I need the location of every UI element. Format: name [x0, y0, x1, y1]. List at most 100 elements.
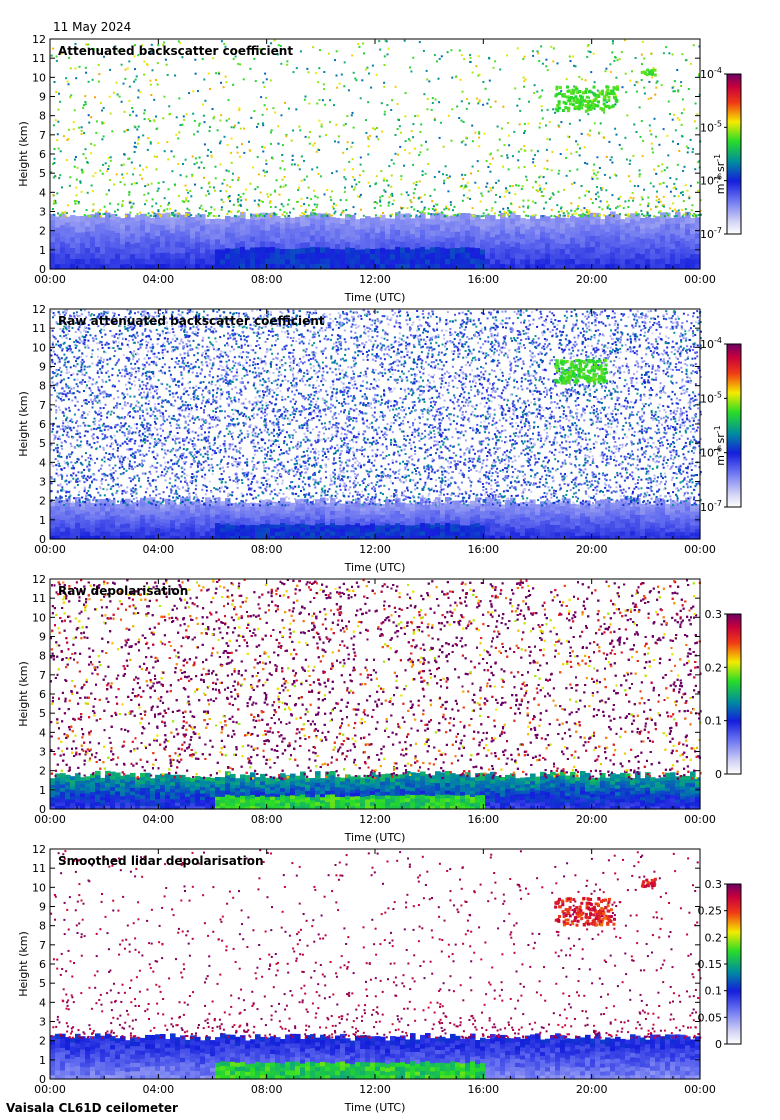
- x-axis-label: Time (UTC): [344, 831, 406, 844]
- y-tick-label: 9: [39, 901, 46, 914]
- x-tick-label: 00:00: [684, 543, 716, 556]
- y-tick-label: 10: [32, 881, 46, 894]
- x-tick-label: 20:00: [576, 543, 608, 556]
- colorbar-tick-label: 0.2: [705, 661, 723, 674]
- y-tick-label: 5: [39, 977, 46, 990]
- colorbar-unit-label: m-1 sr-1: [713, 425, 727, 465]
- y-tick-label: 1: [39, 244, 46, 257]
- y-tick-label: 2: [39, 1035, 46, 1048]
- colorbar-tick-label: 0.2: [705, 931, 723, 944]
- x-tick-label: 08:00: [251, 273, 283, 286]
- y-tick-label: 6: [39, 688, 46, 701]
- y-tick-label: 8: [39, 920, 46, 933]
- x-tick-label: 20:00: [576, 813, 608, 826]
- colorbar-tick-label: 10-5: [700, 390, 722, 405]
- colorbar-tick-label: 10-7: [700, 499, 722, 514]
- colorbar: [726, 883, 742, 1045]
- y-tick-label: 11: [32, 592, 46, 605]
- x-tick-label: 16:00: [467, 813, 499, 826]
- heatmap-cells: [50, 39, 702, 270]
- x-tick-label: 04:00: [142, 813, 174, 826]
- y-tick-label: 10: [32, 611, 46, 624]
- y-tick-label: 7: [39, 939, 46, 952]
- y-tick-label: 7: [39, 399, 46, 412]
- panel-title: Raw attenuated backscatter coefficient: [58, 314, 325, 328]
- x-tick-label: 00:00: [34, 543, 66, 556]
- y-tick-label: 4: [39, 996, 46, 1009]
- y-tick-label: 11: [32, 862, 46, 875]
- x-tick-label: 12:00: [359, 273, 391, 286]
- heatmap-cells: [50, 849, 702, 1080]
- colorbar-tick-label: 0: [715, 1038, 722, 1051]
- x-tick-label: 16:00: [467, 1083, 499, 1096]
- y-tick-label: 3: [39, 206, 46, 219]
- y-tick-label: 11: [32, 322, 46, 335]
- y-tick-label: 11: [32, 52, 46, 65]
- colorbar-tick-label: 10-4: [700, 66, 722, 81]
- colorbar-tick-label: 0.25: [698, 905, 723, 918]
- y-tick-label: 6: [39, 958, 46, 971]
- panel-title: Smoothed lidar depolarisation: [58, 854, 264, 868]
- y-tick-label: 2: [39, 765, 46, 778]
- x-tick-label: 04:00: [142, 543, 174, 556]
- y-tick-label: 4: [39, 456, 46, 469]
- y-tick-label: 10: [32, 341, 46, 354]
- y-tick-label: 6: [39, 418, 46, 431]
- y-tick-label: 5: [39, 167, 46, 180]
- y-tick-label: 5: [39, 707, 46, 720]
- colorbar-tick-label: 0.05: [698, 1011, 723, 1024]
- y-tick-label: 7: [39, 669, 46, 682]
- y-tick-label: 5: [39, 437, 46, 450]
- colorbar-tick-label: 0.1: [705, 715, 723, 728]
- y-tick-label: 10: [32, 71, 46, 84]
- colorbar-tick-label: 0: [715, 768, 722, 781]
- y-tick-label: 9: [39, 361, 46, 374]
- x-tick-label: 08:00: [251, 813, 283, 826]
- y-tick-label: 2: [39, 225, 46, 238]
- y-axis-label: Height (km): [17, 931, 30, 997]
- x-tick-label: 12:00: [359, 543, 391, 556]
- panel-title: Attenuated backscatter coefficient: [58, 44, 293, 58]
- y-tick-label: 4: [39, 186, 46, 199]
- colorbar-tick-label: 0.1: [705, 985, 723, 998]
- y-tick-label: 8: [39, 380, 46, 393]
- y-tick-label: 2: [39, 495, 46, 508]
- y-axis-label: Height (km): [17, 391, 30, 457]
- y-tick-label: 12: [32, 573, 46, 586]
- colorbar-tick-label: 0.3: [705, 878, 723, 891]
- x-tick-label: 00:00: [34, 813, 66, 826]
- instrument-label: Vaisala CL61D ceilometer: [6, 1101, 178, 1115]
- y-tick-label: 12: [32, 303, 46, 316]
- heatmap-cells: [50, 579, 702, 810]
- heatmap-cells: [50, 309, 702, 540]
- x-tick-label: 00:00: [34, 1083, 66, 1096]
- y-axis-label: Height (km): [17, 661, 30, 727]
- colorbar-unit-label: m-1 sr-1: [713, 154, 727, 194]
- y-tick-label: 8: [39, 110, 46, 123]
- y-tick-label: 0: [39, 803, 46, 816]
- figure-date: 11 May 2024: [53, 20, 131, 34]
- colorbar-tick-label: 0.3: [705, 608, 723, 621]
- y-tick-label: 1: [39, 514, 46, 527]
- y-tick-label: 8: [39, 650, 46, 663]
- x-tick-label: 00:00: [684, 813, 716, 826]
- x-tick-label: 04:00: [142, 1083, 174, 1096]
- x-tick-label: 08:00: [251, 543, 283, 556]
- x-tick-label: 08:00: [251, 1083, 283, 1096]
- colorbar-tick-label: 0.15: [698, 958, 723, 971]
- y-tick-label: 0: [39, 533, 46, 546]
- x-tick-label: 12:00: [359, 1083, 391, 1096]
- y-tick-label: 3: [39, 746, 46, 759]
- x-tick-label: 12:00: [359, 813, 391, 826]
- y-axis-label: Height (km): [17, 121, 30, 187]
- y-tick-label: 1: [39, 1054, 46, 1067]
- colorbar: [726, 73, 742, 235]
- x-tick-label: 00:00: [684, 1083, 716, 1096]
- y-tick-label: 9: [39, 631, 46, 644]
- y-tick-label: 12: [32, 33, 46, 46]
- x-tick-label: 00:00: [684, 273, 716, 286]
- colorbar: [726, 613, 742, 775]
